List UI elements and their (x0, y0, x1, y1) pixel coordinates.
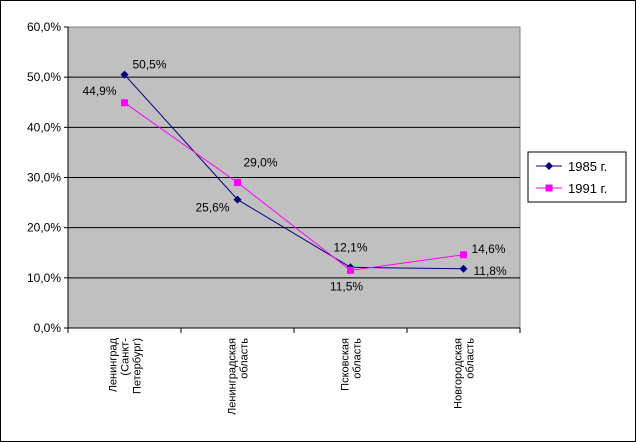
category-label-line: область (239, 338, 251, 379)
data-point (120, 70, 129, 79)
data-label: 44,9% (82, 84, 116, 98)
y-axis: 0,0% 10,0% 20,0% 30,0% 40,0% 50,0% 60,0% (27, 20, 69, 335)
legend-box (527, 151, 627, 203)
legend: 1985 г. 1991 г. (527, 151, 627, 203)
data-point (234, 179, 241, 187)
category-label: Новгородская область (453, 338, 477, 409)
series-1: 50,5% 25,6% 12,1% 11,8% (120, 58, 507, 278)
category-label: Ленинград (Санкт- Петербург) (108, 337, 144, 394)
category-label-line: Псковская (340, 338, 352, 391)
legend-label: 1985 г. (568, 159, 607, 174)
gridlines (68, 76, 520, 279)
category-label-line: (Санкт- (120, 338, 132, 376)
y-tick-label: 20,0% (27, 221, 61, 235)
legend-entry: 1985 г. (536, 159, 607, 174)
category-label: Псковская область (340, 338, 364, 391)
y-tick-label: 30,0% (27, 171, 61, 185)
y-tick-label: 10,0% (27, 271, 61, 285)
y-tick-label: 40,0% (27, 120, 61, 134)
series-line (124, 102, 464, 271)
y-tick-label: 0,0% (34, 321, 62, 335)
series-layer: 50,5% 25,6% 12,1% 11,8% 44,9% 29,0% 11,5% 14,6% (82, 58, 506, 294)
data-label: 12,1% (333, 240, 367, 254)
data-label: 14,6% (472, 242, 506, 256)
data-point (459, 264, 468, 273)
category-label: Ленинградская область (227, 338, 251, 415)
category-label-line: Ленинград (108, 337, 120, 392)
legend-entry: 1991 г. (536, 181, 607, 196)
category-label-line: область (352, 338, 364, 379)
data-point (233, 195, 242, 204)
y-tick-label: 50,0% (27, 70, 61, 84)
category-label-line: Ленинградская (227, 338, 239, 415)
category-label-line: Петербург) (132, 338, 144, 394)
category-label-line: Новгородская (453, 338, 465, 409)
y-tick-label: 60,0% (27, 20, 61, 34)
legend-marker (545, 162, 553, 170)
data-label: 11,5% (330, 279, 363, 293)
legend-label: 1991 г. (568, 181, 607, 196)
series-line (124, 74, 464, 270)
legend-marker (545, 184, 553, 192)
data-label: 50,5% (133, 58, 167, 72)
series-2: 44,9% 29,0% 11,5% 14,6% (82, 84, 505, 294)
data-point (460, 251, 467, 259)
data-point (347, 266, 354, 274)
data-point (121, 99, 128, 107)
data-label: 25,6% (195, 201, 229, 215)
x-axis: Ленинград (Санкт- Петербург) Ленинградская о… (67, 327, 521, 415)
category-label-line: область (465, 338, 477, 379)
data-label: 11,8% (474, 264, 507, 278)
data-label: 29,0% (244, 156, 278, 170)
